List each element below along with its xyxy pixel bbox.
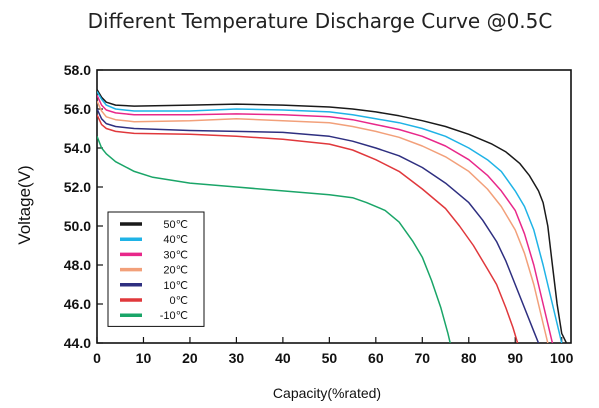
x-tick-label: 30 [229,350,245,366]
series-line-4 [97,108,540,343]
y-tick-label: 50.0 [64,218,91,234]
x-tick-label: 40 [275,350,291,366]
legend-entry: 20℃ [163,265,188,277]
x-tick-label: 50 [322,350,338,366]
y-tick-label: 46.0 [64,296,91,312]
x-tick-label: 20 [182,350,198,366]
y-tick-label: 44.0 [64,335,91,351]
plot-area: 0 10 20 30 40 50 60 70 80 90 100 44.0 46.0 48.0 50.0 52… [64,62,574,366]
legend-entry: 30℃ [163,249,188,261]
x-tick-label: 10 [136,350,152,366]
y-tick-label: 56.0 [64,101,91,117]
series-line-6 [97,136,451,343]
series-line-2 [97,94,554,343]
y-tick-label: 58.0 [64,62,91,78]
legend-entry: 10℃ [163,280,188,292]
y-tick-label: 52.0 [64,179,91,195]
legend-entry: 50℃ [163,219,188,231]
x-tick-label: 80 [461,350,477,366]
x-tick-label: 90 [507,350,523,366]
x-tick-label: 60 [368,350,384,366]
legend: 50℃ 40℃ 30℃ 20℃ 10℃ 0℃ -10℃ [107,211,205,327]
x-tick-label: 70 [415,350,431,366]
x-tick-label: 0 [93,350,101,366]
series-line-3 [97,100,549,343]
legend-entry: 0℃ [170,295,188,307]
plot-frame [96,69,572,344]
x-axis-label: Capacity(%rated) [273,385,381,401]
series-line-1 [97,91,563,343]
y-axis-label: Voltage(V) [15,165,34,244]
chart-title: Different Temperature Discharge Curve @0… [88,9,553,33]
legend-entry: 40℃ [163,234,188,246]
y-tick-label: 48.0 [64,257,91,273]
series-line-0 [97,89,568,343]
series-line-5 [97,114,519,343]
y-tick-label: 54.0 [64,140,91,156]
x-tick-label: 100 [550,350,574,366]
legend-entry: -10℃ [160,310,188,322]
